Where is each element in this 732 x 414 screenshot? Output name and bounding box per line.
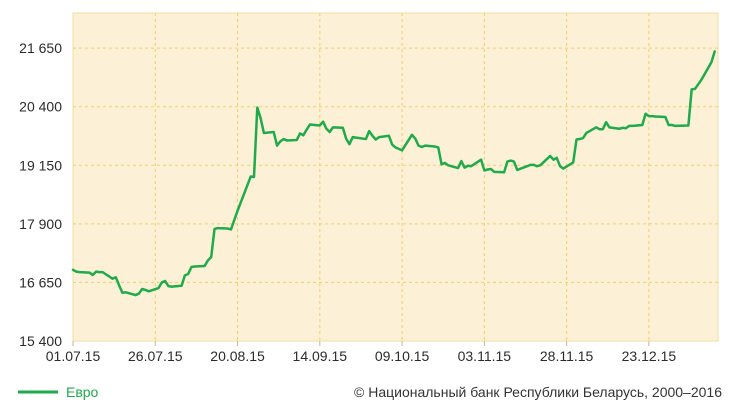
- x-tick-label: 09.10.15: [375, 348, 430, 364]
- plot-area: [72, 12, 719, 342]
- y-axis: 15 400 16 650 17 900 19 150 20 400 21 650: [19, 40, 62, 349]
- x-axis: 01.07.15 26.07.15 20.08.15 14.09.15 09.10.15…: [46, 341, 677, 364]
- series-layer: [71, 50, 716, 297]
- y-tick-label: 15 400: [19, 333, 62, 349]
- y-tick-label: 21 650: [19, 40, 62, 56]
- series-line-Евро: [71, 50, 716, 297]
- legend-label: Евро: [66, 384, 99, 400]
- copyright-notice: © Национальный банк Республики Беларусь,…: [354, 384, 722, 400]
- x-tick-label: 20.08.15: [210, 348, 265, 364]
- y-tick-label: 16 650: [19, 274, 62, 290]
- x-tick-label: 01.07.15: [46, 348, 101, 364]
- legend: Евро: [18, 384, 99, 400]
- x-tick-label: 14.09.15: [293, 348, 348, 364]
- x-tick-label: 26.07.15: [128, 348, 183, 364]
- x-tick-label: 03.11.15: [458, 348, 512, 364]
- x-tick-label: 23.12.15: [622, 348, 677, 364]
- y-tick-label: 19 150: [19, 157, 62, 173]
- y-tick-label: 20 400: [19, 99, 62, 115]
- gridlines: [73, 13, 718, 341]
- y-tick-label: 17 900: [19, 216, 62, 232]
- x-tick-label: 28.11.15: [540, 348, 594, 364]
